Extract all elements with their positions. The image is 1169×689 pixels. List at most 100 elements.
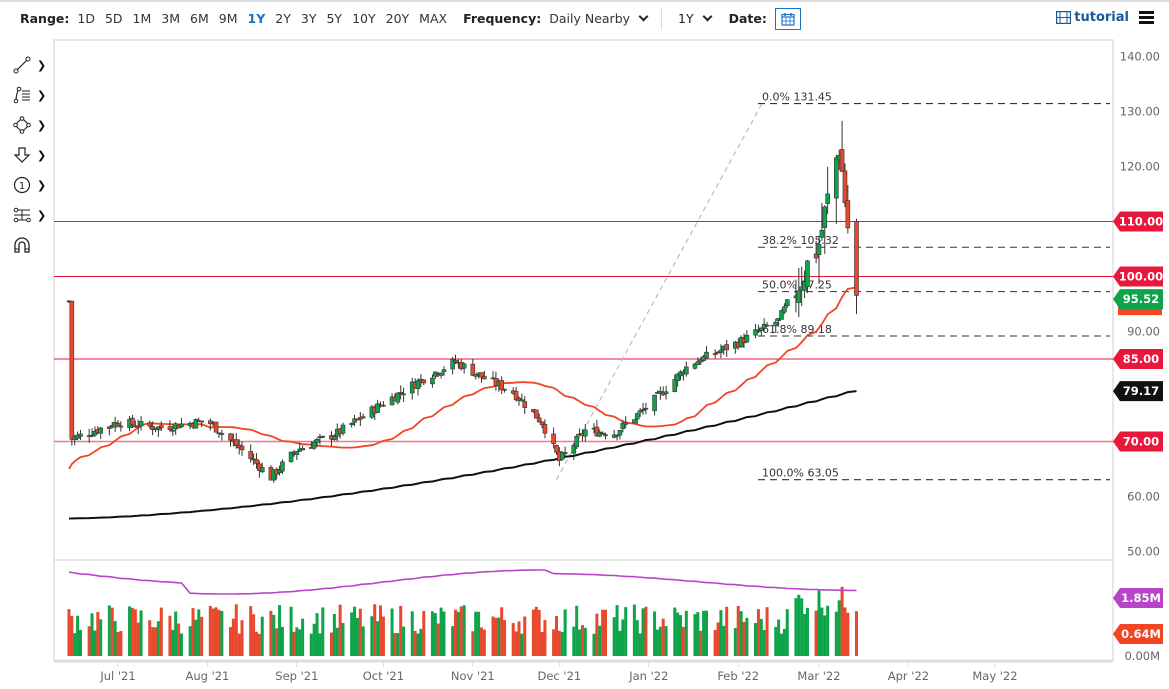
range-1d[interactable]: 1D [77, 11, 95, 26]
volume-bar [704, 610, 708, 656]
chevron-right-icon[interactable]: ❯ [37, 88, 47, 102]
volume-bar [820, 607, 824, 656]
volume-bar [837, 600, 841, 656]
volume-bar [174, 611, 178, 656]
volume-bar [393, 633, 397, 656]
volume-bar [419, 628, 423, 656]
hamburger-menu-icon[interactable] [1139, 11, 1154, 26]
fib-icon [13, 86, 30, 104]
arrow-tool[interactable]: ❯ [0, 140, 52, 170]
chevron-right-icon[interactable]: ❯ [37, 178, 47, 192]
chevron-right-icon[interactable]: ❯ [37, 148, 47, 162]
tutorial-link[interactable]: tutorial [1056, 10, 1129, 25]
range-selector: Range: 1D 5D 1M 3M 6M 9M 1Y 2Y 3Y 5Y 10Y 20Y MAX [20, 11, 457, 26]
candlestick [233, 439, 239, 447]
volume-bar [794, 598, 798, 656]
volume-bar [154, 627, 158, 656]
frequency-value[interactable]: Daily Nearby [549, 11, 631, 26]
range-5y[interactable]: 5Y [326, 11, 343, 26]
candlestick [107, 426, 112, 429]
candlestick [854, 221, 859, 296]
measure-tool[interactable]: ❯ [0, 200, 52, 230]
volume-bar [719, 610, 723, 656]
volume-bar [171, 629, 175, 656]
candlestick [684, 366, 689, 375]
volume-bar [500, 607, 504, 656]
candlestick [756, 330, 761, 333]
candlestick [271, 469, 277, 481]
volume-bar [491, 616, 495, 656]
period-value[interactable]: 1Y [678, 11, 694, 26]
chevron-down-icon[interactable] [702, 11, 713, 22]
volume-bar [318, 633, 322, 656]
volume-bar [260, 616, 264, 656]
date-label: Date: [728, 11, 767, 26]
candlestick [75, 434, 80, 439]
calendar-icon [781, 12, 795, 26]
volume-bar [563, 609, 567, 656]
volume-bar [399, 605, 403, 656]
fibonacci-tool[interactable]: ❯ [0, 80, 52, 110]
range-max[interactable]: MAX [419, 11, 448, 26]
volume-bar [540, 631, 544, 656]
candlestick [675, 373, 680, 382]
volume-bar [814, 610, 818, 656]
candlestick [138, 420, 144, 427]
volume-bar [595, 613, 599, 656]
volume-bar [557, 630, 561, 656]
chevron-right-icon[interactable]: ❯ [37, 58, 47, 72]
volume-bar [451, 626, 455, 656]
range-20y[interactable]: 20Y [385, 11, 410, 26]
range-1m[interactable]: 1M [132, 11, 152, 26]
trend-line-tool[interactable]: ❯ [0, 50, 52, 80]
price-tag-85.00: 85.00 [1113, 349, 1163, 369]
volume-bar [762, 629, 766, 656]
line-icon [13, 56, 31, 74]
candlestick [816, 244, 822, 255]
tutorial-label[interactable]: tutorial [1074, 10, 1129, 25]
date-picker[interactable]: Date: [728, 7, 801, 30]
magnet-tool[interactable] [0, 230, 52, 260]
frequency-selector[interactable]: Frequency: Daily Nearby [463, 11, 659, 26]
range-10y[interactable]: 10Y [352, 11, 376, 26]
candlestick [78, 433, 83, 437]
range-2y[interactable]: 2Y [275, 11, 291, 26]
candlestick [819, 229, 825, 238]
volume-bar [661, 618, 665, 656]
candlestick [753, 329, 758, 336]
range-9m[interactable]: 9M [218, 11, 238, 26]
range-3m[interactable]: 3M [161, 11, 181, 26]
x-tick-label: Jul '21 [99, 669, 135, 683]
fibonacci-trend-line[interactable] [555, 103, 763, 481]
volume-bar [439, 607, 443, 656]
range-6m[interactable]: 6M [190, 11, 209, 26]
fibonacci-level-label: 38.2% 105.32 [762, 234, 839, 247]
chevron-right-icon[interactable]: ❯ [37, 208, 47, 222]
volume-bar [817, 590, 821, 656]
chevron-down-icon[interactable] [638, 11, 649, 22]
volume-bar [583, 627, 587, 656]
range-1y[interactable]: 1Y [247, 11, 266, 26]
range-3y[interactable]: 3Y [300, 11, 317, 26]
calendar-button[interactable] [774, 7, 801, 30]
volume-bar [298, 629, 302, 656]
fibonacci-level-label: 0.0% 131.45 [762, 91, 832, 104]
x-tick-label: Dec '21 [538, 669, 582, 683]
volume-bar [301, 618, 305, 656]
candlestick [805, 260, 810, 288]
period-selector[interactable]: 1Y [678, 11, 723, 26]
volume-bar [350, 612, 354, 656]
candlestick [652, 394, 657, 412]
volume-bar [240, 620, 244, 656]
candlestick [614, 434, 620, 437]
avg-volume-tag: 1.85M [1113, 588, 1163, 608]
volume-bar [436, 623, 440, 656]
range-5d[interactable]: 5D [104, 11, 123, 26]
candlestick [395, 392, 401, 403]
candlestick [522, 401, 528, 408]
candlestick [513, 391, 519, 401]
chevron-right-icon[interactable]: ❯ [37, 118, 47, 132]
shapes-tool[interactable]: ❯ [0, 110, 52, 140]
annotation-tool[interactable]: 1 ❯ [0, 170, 52, 200]
